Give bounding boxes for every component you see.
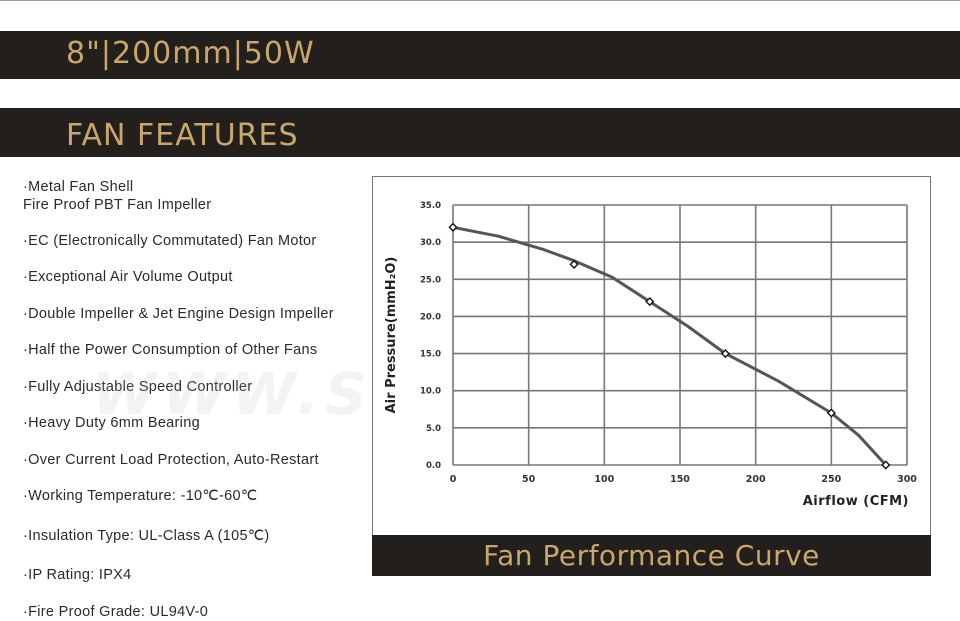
y-tick-label: 5.0 [426, 424, 441, 434]
x-tick-label: 200 [746, 474, 766, 485]
data-point-marker [826, 408, 836, 418]
features-banner: FAN FEATURES [0, 108, 960, 157]
feature-item: ·EC (Electronically Commutated) Fan Moto… [23, 233, 317, 249]
y-axis-label: Air Pressure(mmH₂O) [384, 257, 399, 414]
feature-item: ·Fire Proof Grade: UL94V-0 [23, 604, 209, 620]
spec-banner: 8"|200mm|50W [0, 31, 960, 79]
feature-item: ·Insulation Type: UL-Class A (105℃) [23, 528, 270, 544]
x-axis-label: Airflow (CFM) [803, 494, 909, 509]
x-tick-label: 250 [821, 474, 841, 485]
feature-item: ·Metal Fan Shell [23, 179, 134, 195]
y-tick-label: 15.0 [420, 350, 441, 360]
data-point-marker [448, 222, 458, 232]
y-tick-label: 35.0 [420, 201, 441, 211]
performance-chart: 0 50 100 150 200 250 300 0.0 5.0 10.0 15.0 20.0 25.0… [372, 176, 931, 576]
feature-item: ·Working Temperature: -10℃-60℃ [23, 488, 258, 504]
feature-item: ·Exceptional Air Volume Output [23, 269, 233, 285]
top-divider [0, 0, 960, 1]
feature-item: ·Half the Power Consumption of Other Fan… [23, 342, 318, 358]
y-tick-label: 30.0 [420, 238, 441, 248]
y-tick-label: 25.0 [420, 275, 441, 285]
feature-item: Fire Proof PBT Fan Impeller [23, 197, 212, 213]
y-tick-label: 0.0 [426, 461, 441, 471]
performance-curve [451, 225, 888, 467]
data-point-marker [645, 296, 655, 307]
features-heading: FAN FEATURES [66, 118, 299, 153]
x-tick-label: 0 [450, 474, 457, 485]
performance-chart-svg: 0 50 100 150 200 250 300 0.0 5.0 10.0 15.0 20.0 25.0… [384, 201, 917, 509]
x-tick-label: 100 [594, 474, 614, 485]
x-tick-label: 50 [522, 474, 536, 485]
x-tick-label: 300 [897, 474, 917, 485]
spec-banner-text: 8"|200mm|50W [66, 36, 315, 71]
chart-title-bar: Fan Performance Curve [372, 535, 931, 576]
chart-title: Fan Performance Curve [483, 539, 820, 572]
y-tick-label: 10.0 [420, 387, 441, 397]
feature-item: ·Double Impeller & Jet Engine Design Imp… [23, 306, 334, 322]
data-point-marker [569, 259, 579, 270]
data-point-marker [881, 460, 891, 470]
x-tick-label: 150 [670, 474, 690, 485]
feature-item: ·IP Rating: IPX4 [23, 567, 132, 583]
y-tick-label: 20.0 [420, 312, 441, 322]
feature-item: ·Fully Adjustable Speed Controller [23, 379, 253, 395]
feature-item: ·Heavy Duty 6mm Bearing [23, 415, 200, 431]
feature-item: ·Over Current Load Protection, Auto-Rest… [23, 452, 319, 468]
data-point-marker [720, 348, 730, 359]
